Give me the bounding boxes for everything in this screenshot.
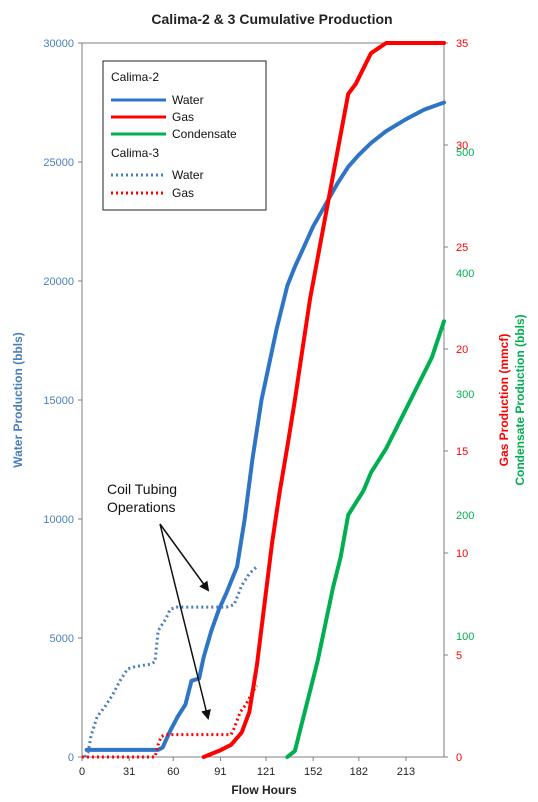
condensate-axis-label: Condensate Production (bbls) bbox=[513, 314, 527, 485]
coil-tubing-annotation: Coil Tubing Operations bbox=[107, 481, 211, 720]
condensate-tick-label: 500 bbox=[456, 147, 474, 159]
left-tick-label: 0 bbox=[68, 752, 74, 764]
chart-title: Calima-2 & 3 Cumulative Production bbox=[151, 11, 392, 27]
gas-tick-label: 5 bbox=[456, 650, 462, 662]
left-tick-label: 25000 bbox=[43, 157, 74, 169]
x-tick-label: 152 bbox=[304, 766, 322, 778]
left-tick-label: 15000 bbox=[43, 395, 74, 407]
legend-label-c3-gas: Gas bbox=[172, 186, 194, 200]
legend-label-c2-water: Water bbox=[172, 93, 204, 107]
condensate-tick-label: 400 bbox=[456, 268, 474, 280]
left-tick-label: 5000 bbox=[50, 633, 74, 645]
x-tick-label: 91 bbox=[214, 766, 226, 778]
x-tick-label: 31 bbox=[123, 766, 135, 778]
series-layer bbox=[82, 41, 446, 759]
gas-tick-label: 30 bbox=[456, 140, 468, 152]
left-tick-label: 20000 bbox=[43, 276, 74, 288]
x-axis-label: Flow Hours bbox=[231, 783, 297, 797]
legend-label-c2-gas: Gas bbox=[172, 110, 194, 124]
left-tick-label: 10000 bbox=[43, 514, 74, 526]
left-axis-ticks: 0 5000 10000 15000 20000 25000 30000 bbox=[43, 38, 82, 764]
gas-tick-label: 15 bbox=[456, 446, 468, 458]
series-line-c2-water bbox=[84, 100, 446, 752]
left-axis-label: Water Production (bbls) bbox=[11, 332, 25, 468]
gas-axis-label: Gas Production (mmcf) bbox=[497, 334, 511, 467]
left-tick-label: 30000 bbox=[43, 38, 74, 50]
x-tick-label: 213 bbox=[397, 766, 415, 778]
gas-tick-label: 10 bbox=[456, 548, 468, 560]
annotation-line-2: Operations bbox=[107, 499, 175, 515]
gas-axis-ticks: 0 5 10 15 20 25 30 35 bbox=[444, 38, 468, 764]
annotation-line-1: Coil Tubing bbox=[107, 481, 177, 497]
gas-tick-label: 35 bbox=[456, 38, 468, 50]
x-tick-label: 60 bbox=[167, 766, 179, 778]
gas-tick-label: 20 bbox=[456, 344, 468, 356]
x-tick-label: 0 bbox=[79, 766, 85, 778]
condensate-tick-label: 100 bbox=[456, 631, 474, 643]
annotation-arrow-lower bbox=[159, 523, 211, 720]
legend-group-calima-3: Calima-3 bbox=[111, 146, 159, 160]
gas-tick-label: 0 bbox=[456, 752, 462, 764]
gas-tick-label: 25 bbox=[456, 242, 468, 254]
legend: Calima-2 Water Gas Condensate Calima-3 W… bbox=[102, 60, 267, 211]
series-line-c2-gas bbox=[201, 41, 446, 759]
condensate-tick-label: 300 bbox=[456, 389, 474, 401]
series-line-c2-cond bbox=[285, 319, 446, 759]
condensate-tick-label: 200 bbox=[456, 510, 474, 522]
series-line-c3-gas bbox=[82, 684, 259, 759]
x-tick-label: 182 bbox=[350, 766, 368, 778]
legend-group-calima-2: Calima-2 bbox=[111, 70, 159, 84]
legend-label-c2-condensate: Condensate bbox=[172, 127, 237, 141]
series-line-c3-water bbox=[83, 565, 258, 758]
condensate-axis-ticks: 100 200 300 400 500 bbox=[456, 147, 474, 643]
legend-label-c3-water: Water bbox=[172, 168, 204, 182]
x-tick-label: 121 bbox=[257, 766, 275, 778]
annotation-arrow-upper bbox=[159, 523, 210, 592]
x-axis-ticks: 0 31 60 91 121 152 182 213 bbox=[79, 757, 415, 778]
